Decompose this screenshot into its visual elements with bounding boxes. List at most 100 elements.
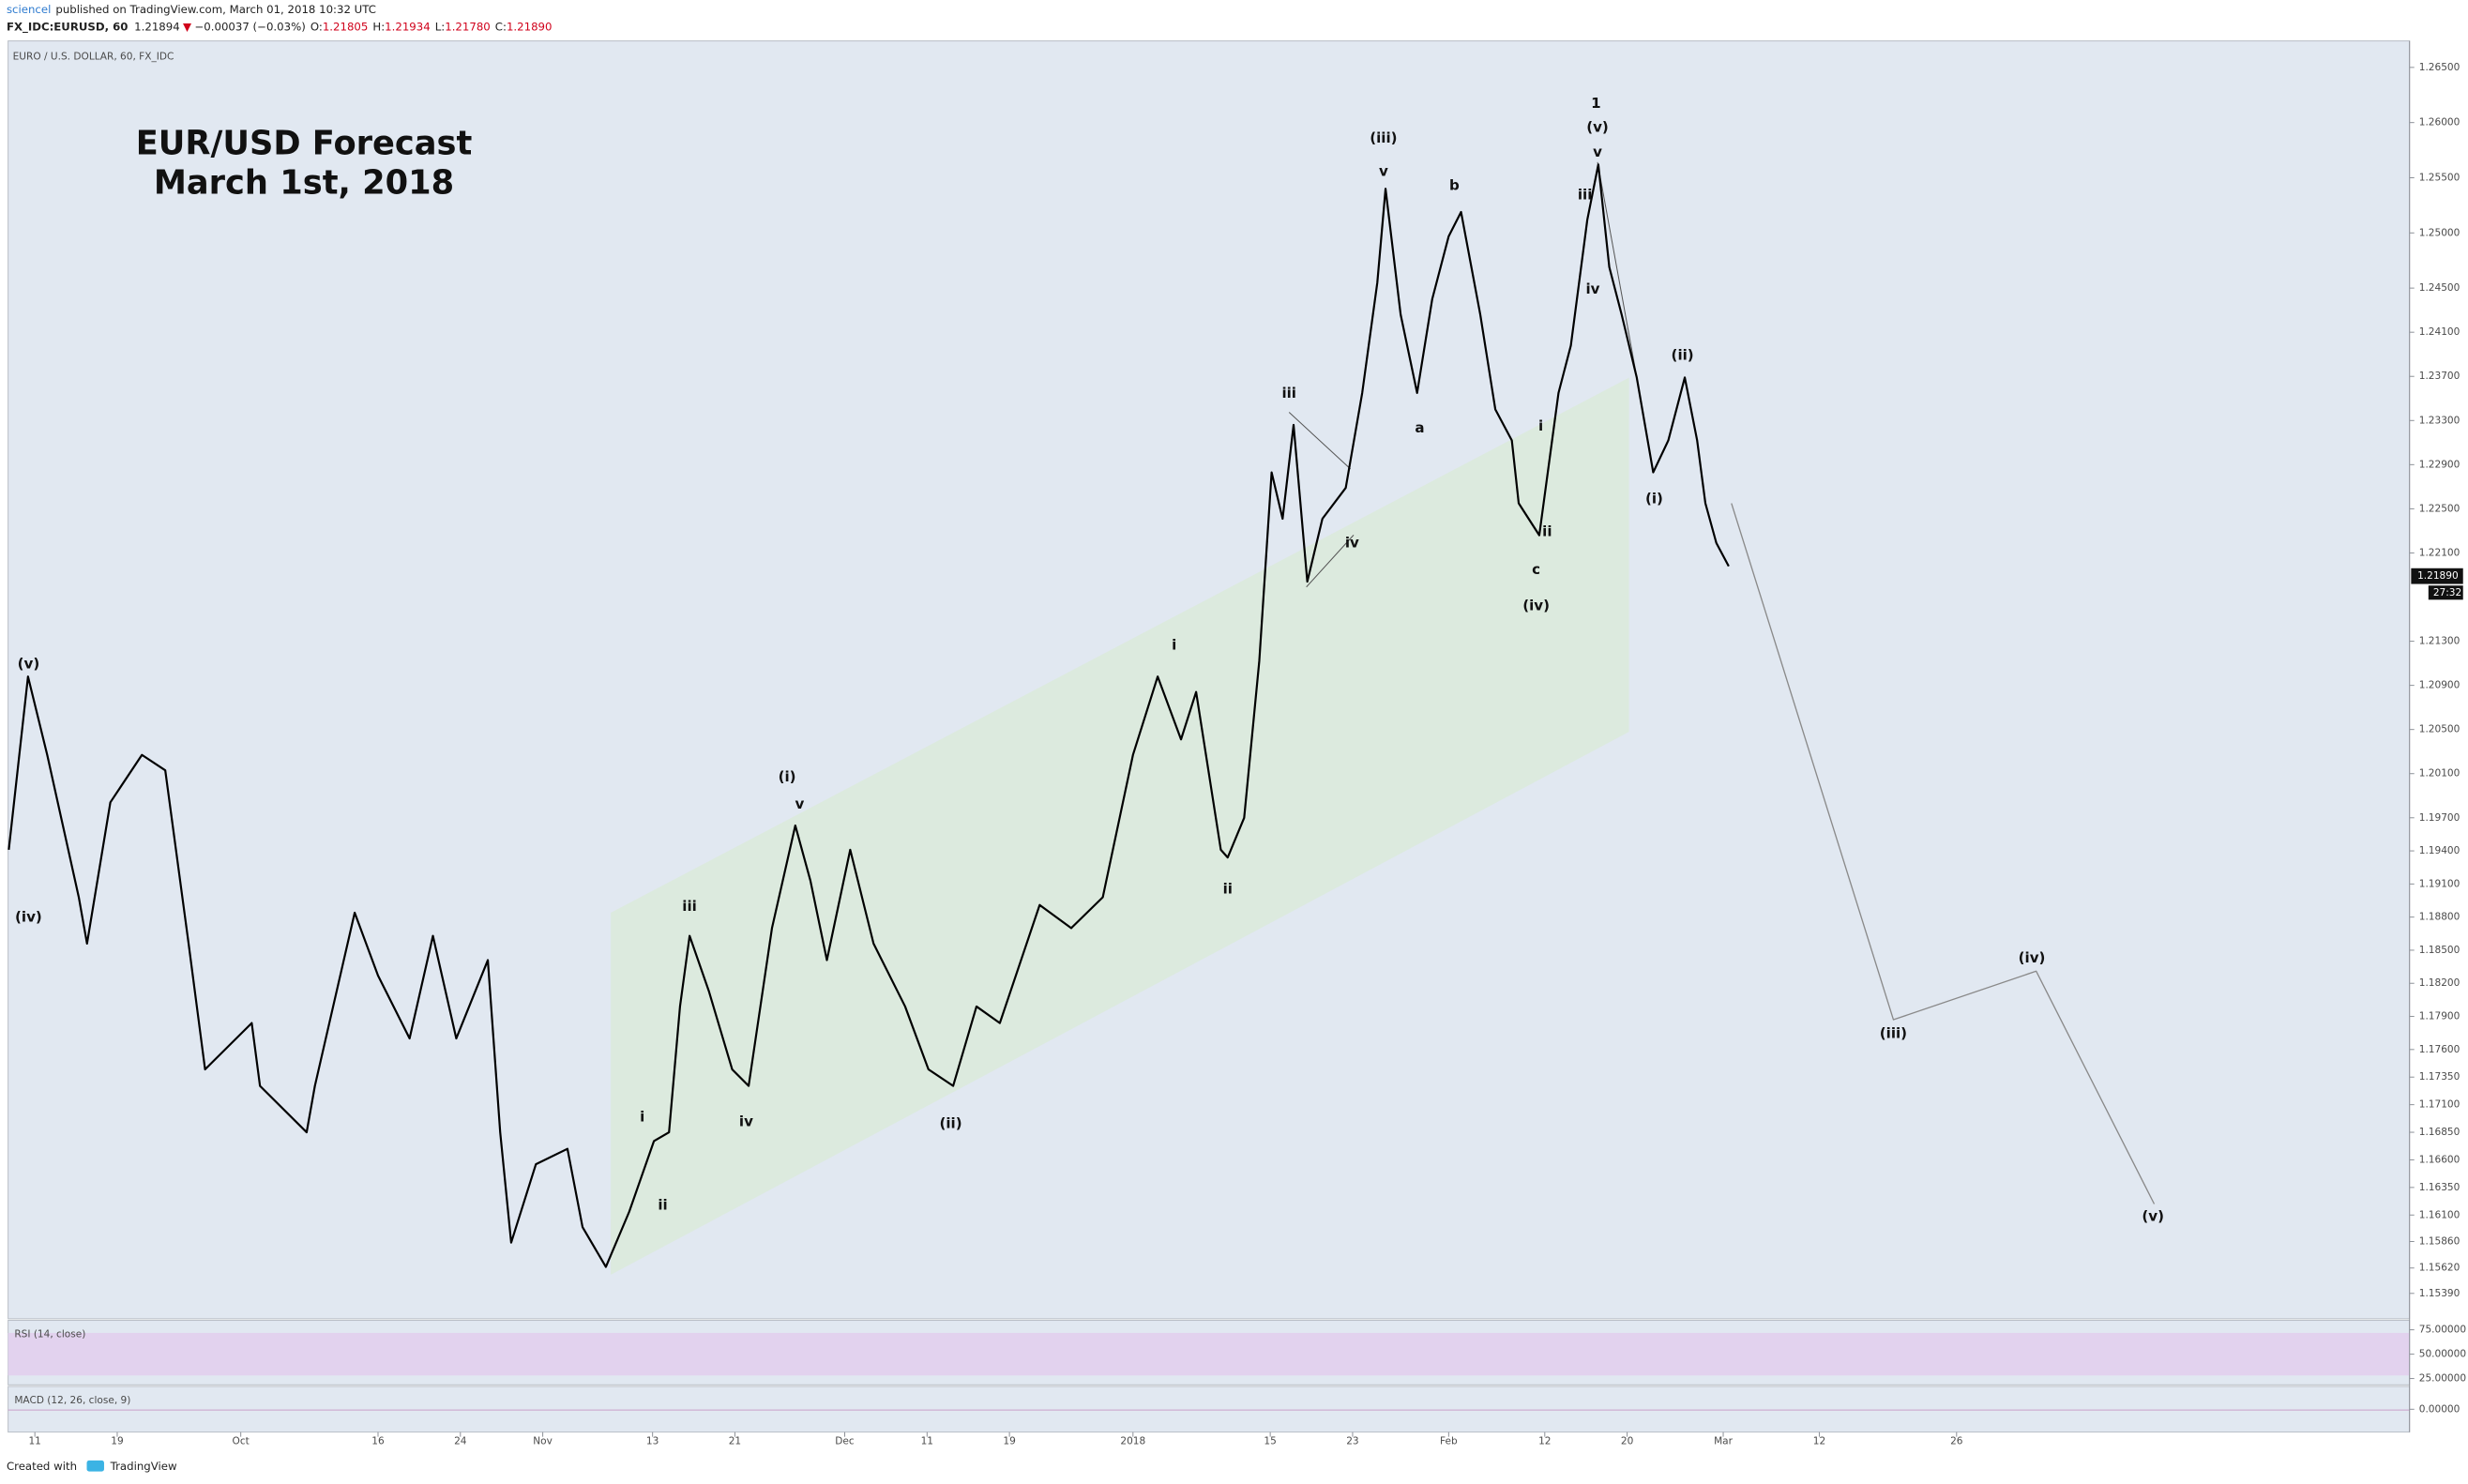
- ohlc-label: L:: [435, 20, 446, 33]
- wave-label: i: [1538, 417, 1543, 434]
- last-price: 1.21890: [2417, 570, 2459, 582]
- y-tick-label: 1.16100: [2419, 1209, 2460, 1220]
- last: 1.21894: [134, 20, 180, 33]
- rsi-label: RSI (14, close): [14, 1329, 85, 1340]
- chart-subtitle: March 1st, 2018: [154, 163, 454, 202]
- change: −0.00037 (−0.03%): [194, 20, 305, 33]
- y-tick-label: 1.19100: [2419, 878, 2460, 889]
- wave-label: c: [1532, 561, 1540, 578]
- x-tick-label: 12: [1813, 1436, 1825, 1447]
- footer-brand[interactable]: TradingView: [110, 1460, 177, 1473]
- x-tick-label: 16: [371, 1436, 385, 1447]
- y-tick-label: 1.17350: [2419, 1071, 2460, 1083]
- x-tick-label: 19: [111, 1436, 123, 1447]
- y-tick-label: 1.22900: [2419, 459, 2460, 470]
- symbol: FX_IDC:EURUSD, 60: [7, 20, 129, 34]
- y-tick-label: 1.24100: [2419, 326, 2460, 338]
- y-tick-label: 50.00000: [2419, 1349, 2467, 1360]
- x-tick-label: Feb: [1440, 1436, 1458, 1447]
- wave-label: (ii): [939, 1114, 961, 1131]
- price-line: [8, 163, 1730, 1268]
- ohlc-value: 1.21780: [445, 20, 491, 33]
- wave-label: i: [1172, 636, 1176, 653]
- ohlc-value: 1.21934: [385, 20, 431, 33]
- y-tick-label: 1.23700: [2419, 371, 2460, 382]
- ohlc-value: 1.21890: [507, 20, 553, 33]
- x-tick-label: Mar: [1714, 1436, 1734, 1447]
- x-tick-label: 11: [921, 1436, 933, 1447]
- ohlc-value: 1.21805: [323, 20, 369, 33]
- x-tick-label: Dec: [835, 1436, 855, 1447]
- x-tick-label: 19: [1003, 1436, 1015, 1447]
- wave-label: iii: [1281, 385, 1296, 401]
- y-tick-label: 0.00000: [2419, 1403, 2460, 1415]
- wave-label: v: [1593, 144, 1602, 160]
- wave-label: (i): [1645, 490, 1663, 507]
- x-tick-label: 21: [729, 1436, 741, 1447]
- y-tick-label: 1.15860: [2419, 1236, 2460, 1248]
- y-tick-label: 1.26500: [2419, 62, 2460, 73]
- countdown: 27:32: [2433, 587, 2461, 598]
- y-tick-label: 1.15390: [2419, 1288, 2460, 1299]
- rsi-band: [8, 1332, 2410, 1376]
- y-tick-label: 1.22500: [2419, 503, 2460, 514]
- wave-label: b: [1449, 176, 1460, 193]
- y-tick-label: 1.24500: [2419, 282, 2460, 294]
- wave-label: iii: [682, 898, 697, 915]
- y-tick-label: 1.21300: [2419, 636, 2460, 647]
- author[interactable]: sciencel: [7, 3, 51, 16]
- trend-line: [1288, 412, 1351, 470]
- forecast-line: [1731, 503, 2156, 1204]
- trend-line: [1597, 161, 1638, 378]
- ohlc-label: O:: [310, 20, 323, 33]
- series-legend: EURO / U.S. DOLLAR, 60, FX_IDC: [13, 51, 174, 62]
- channel: [611, 377, 1629, 1275]
- x-tick-label: 24: [454, 1436, 467, 1447]
- wave-label: (v): [18, 655, 40, 672]
- wave-label: 1: [1591, 95, 1601, 112]
- x-tick-label: 23: [1346, 1436, 1358, 1447]
- x-tick-label: Nov: [533, 1436, 553, 1447]
- y-tick-label: 25.00000: [2419, 1373, 2467, 1385]
- wave-label: (iii): [1370, 129, 1397, 146]
- y-tick-label: 1.18500: [2419, 945, 2460, 956]
- chart-title: EUR/USD Forecast: [136, 124, 473, 162]
- countdown-box: [2428, 585, 2463, 600]
- y-tick-label: 1.26000: [2419, 117, 2460, 129]
- y-tick-label: 1.25500: [2419, 172, 2460, 183]
- y-tick-label: 1.20100: [2419, 768, 2460, 780]
- x-tick-label: 2018: [1120, 1436, 1145, 1447]
- ohlc-label: C:: [495, 20, 507, 33]
- wave-label: ii: [1542, 523, 1552, 540]
- wave-label: iv: [739, 1113, 753, 1130]
- y-tick-label: 1.20900: [2419, 680, 2460, 691]
- wave-label: (i): [779, 768, 796, 785]
- y-tick-label: 75.00000: [2419, 1325, 2467, 1336]
- x-tick-label: 26: [1950, 1436, 1963, 1447]
- x-tick-label: 20: [1621, 1436, 1634, 1447]
- wave-label: a: [1415, 419, 1424, 436]
- x-tick-label: 11: [28, 1436, 40, 1447]
- y-tick-label: 1.16600: [2419, 1154, 2460, 1165]
- dynamic-layer: 1.26500 1.26000 1.25500 1.25000 1.24500 1.241…: [8, 62, 2466, 1447]
- wave-label: v: [795, 795, 805, 812]
- y-tick-label: 1.16350: [2419, 1182, 2460, 1193]
- trend-line: [1306, 535, 1355, 588]
- macd-panel: [8, 1386, 2411, 1433]
- logo: [86, 1460, 104, 1472]
- wave-label: (ii): [1672, 347, 1694, 364]
- y-tick-label: 1.18800: [2419, 912, 2460, 923]
- down-arrow: ▼: [183, 20, 191, 33]
- wave-label: (iv): [1522, 597, 1550, 613]
- footer-created: Created with: [7, 1460, 77, 1473]
- wave-label: iv: [1345, 534, 1359, 551]
- x-tick-label: Oct: [233, 1436, 250, 1447]
- y-tick-label: 1.15620: [2419, 1263, 2460, 1274]
- published: published on TradingView.com, March 01, …: [55, 3, 376, 16]
- wave-label: ii: [658, 1197, 667, 1214]
- y-tick-label: 1.19400: [2419, 845, 2460, 856]
- y-tick-label: 1.25000: [2419, 227, 2460, 238]
- ohlc-label: H:: [372, 20, 385, 33]
- y-tick-label: 1.23300: [2419, 415, 2460, 426]
